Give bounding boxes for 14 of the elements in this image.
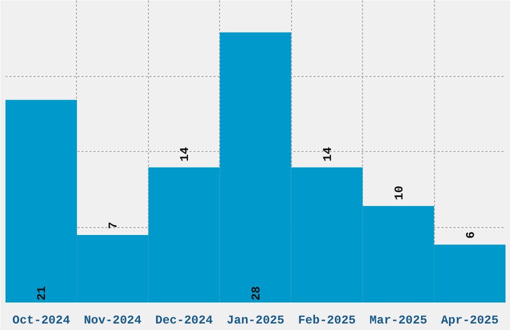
data-label: 6 bbox=[464, 231, 478, 239]
x-tick-label: Nov-2024 bbox=[84, 314, 142, 328]
data-label: 7 bbox=[106, 222, 121, 230]
x-tick-label: Feb-2025 bbox=[298, 314, 356, 328]
data-label: 28 bbox=[250, 286, 264, 301]
data-label: 10 bbox=[392, 186, 406, 200]
data-label: 14 bbox=[178, 147, 192, 162]
x-tick-label: Oct-2024 bbox=[12, 314, 70, 328]
x-tick-label: Apr-2025 bbox=[440, 314, 499, 328]
data-label: 21 bbox=[35, 286, 50, 301]
x-tick-label: Dec-2024 bbox=[155, 314, 213, 328]
x-tick-label: Jan-2025 bbox=[226, 314, 284, 328]
x-tick-label: Mar-2025 bbox=[370, 314, 428, 328]
data-label: 14 bbox=[320, 147, 335, 162]
